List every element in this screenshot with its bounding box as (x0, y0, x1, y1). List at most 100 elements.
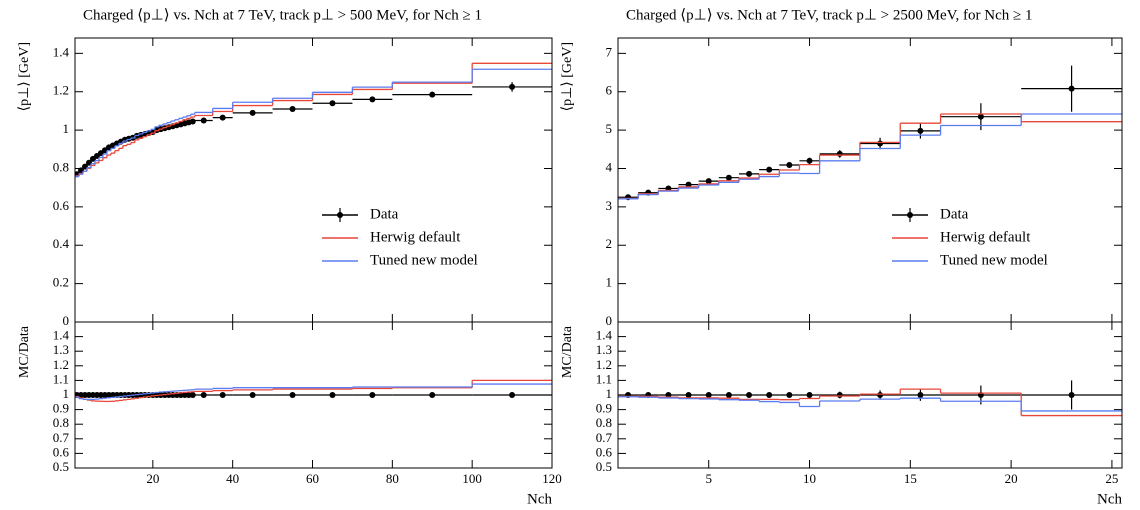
data-point (685, 181, 692, 188)
y-tick-label: 0.8 (596, 415, 612, 430)
data-point (766, 392, 773, 398)
x-tick-label: 25 (1105, 471, 1118, 486)
data-point (200, 117, 207, 124)
x-axis-label: Nch (527, 491, 552, 507)
y-tick-label: 1.4 (53, 44, 70, 59)
x-tick-label: 100 (462, 471, 482, 486)
data-point (766, 166, 773, 173)
plot-frame (617, 321, 1123, 469)
data-point (685, 392, 692, 398)
data-point (189, 118, 196, 125)
y-axis-label: ⟨p⊥⟩ [GeV] (17, 42, 32, 111)
y-axis-label: ⟨p⊥⟩ [GeV] (560, 42, 575, 111)
x-tick-label: 10 (803, 471, 816, 486)
data-point (836, 150, 843, 157)
y-tick-label: 0.5 (53, 459, 69, 474)
y-tick-label: 1.1 (53, 371, 69, 386)
y-tick-label: 0 (606, 313, 613, 328)
y-tick-label: 1.1 (596, 371, 612, 386)
data-point (429, 91, 436, 98)
chart-title: Charged ⟨p⊥⟩ vs. Nch at 7 TeV, track p⊥ … (626, 7, 1032, 23)
x-tick-label: 20 (146, 471, 159, 486)
data-point (509, 392, 516, 398)
y-tick-label: 0.6 (53, 198, 70, 213)
y-tick-label: 0.2 (53, 275, 69, 290)
data-point (369, 96, 376, 103)
data-point (806, 157, 813, 164)
data-point (509, 83, 516, 90)
y-axis-label: MC/Data (17, 325, 32, 378)
data-point (746, 170, 753, 177)
data-point (329, 392, 336, 398)
data-point (200, 392, 207, 398)
y-tick-label: 0.7 (596, 430, 613, 445)
legend-label: Tuned new model (940, 252, 1048, 268)
x-axis-label: Nch (1097, 491, 1122, 507)
y-tick-label: 1 (63, 121, 70, 136)
data-point (219, 114, 226, 121)
data-point (1068, 85, 1075, 92)
y-tick-label: 1 (63, 386, 70, 401)
legend-swatch (337, 212, 343, 218)
plot-area (75, 379, 552, 403)
x-tick-label: 5 (705, 471, 712, 486)
y-tick-label: 1.2 (596, 357, 612, 372)
data-point (977, 113, 984, 120)
data-point (746, 392, 753, 398)
data-point (219, 392, 226, 398)
legend-label: Herwig default (370, 229, 461, 245)
plot-area (618, 380, 1122, 417)
y-tick-label: 1.3 (53, 342, 69, 357)
y-tick-label: 7 (606, 44, 613, 59)
y-tick-label: 0.4 (53, 236, 70, 251)
legend-label: Tuned new model (370, 252, 478, 268)
y-tick-label: 4 (606, 159, 613, 174)
y-axis-label: MC/Data (560, 325, 575, 378)
y-tick-label: 1 (606, 386, 613, 401)
data-point (429, 392, 436, 398)
chart-title: Charged ⟨p⊥⟩ vs. Nch at 7 TeV, track p⊥ … (83, 7, 482, 23)
y-tick-label: 1.4 (53, 328, 70, 343)
x-tick-label: 60 (306, 471, 319, 486)
plot-frame (617, 37, 1123, 323)
y-tick-label: 0.8 (53, 415, 69, 430)
data-point (786, 162, 793, 169)
y-tick-label: 0.9 (596, 401, 612, 416)
legend-label: Herwig default (940, 229, 1031, 245)
legend-label: Data (370, 206, 399, 222)
data-point (705, 178, 712, 185)
x-tick-label: 15 (904, 471, 917, 486)
data-point (725, 392, 732, 398)
x-tick-label: 80 (386, 471, 399, 486)
data-point (249, 392, 256, 398)
y-tick-label: 0.5 (596, 459, 612, 474)
y-tick-label: 0.6 (596, 444, 613, 459)
y-tick-label: 1.2 (53, 83, 69, 98)
y-tick-label: 1.3 (596, 342, 612, 357)
y-tick-label: 1.4 (596, 328, 613, 343)
y-tick-label: 0 (63, 313, 70, 328)
data-point (329, 100, 336, 107)
y-tick-label: 6 (606, 83, 613, 98)
y-tick-label: 3 (606, 198, 613, 213)
data-point (369, 392, 376, 398)
x-tick-label: 20 (1005, 471, 1018, 486)
data-point (289, 392, 296, 398)
y-tick-label: 1 (606, 275, 613, 290)
plot-frame (74, 321, 553, 469)
data-point (289, 106, 296, 112)
data-point (1068, 392, 1075, 398)
data-point (725, 174, 732, 181)
y-tick-label: 5 (606, 121, 613, 136)
data-point (665, 392, 672, 398)
data-point (806, 392, 813, 398)
plot-area (75, 62, 552, 178)
data-point (836, 392, 843, 398)
y-tick-label: 1.2 (53, 357, 69, 372)
y-tick-label: 2 (606, 236, 613, 251)
data-point (917, 392, 924, 398)
y-tick-label: 0.6 (53, 444, 70, 459)
data-point (705, 392, 712, 398)
y-tick-label: 0.9 (53, 401, 69, 416)
